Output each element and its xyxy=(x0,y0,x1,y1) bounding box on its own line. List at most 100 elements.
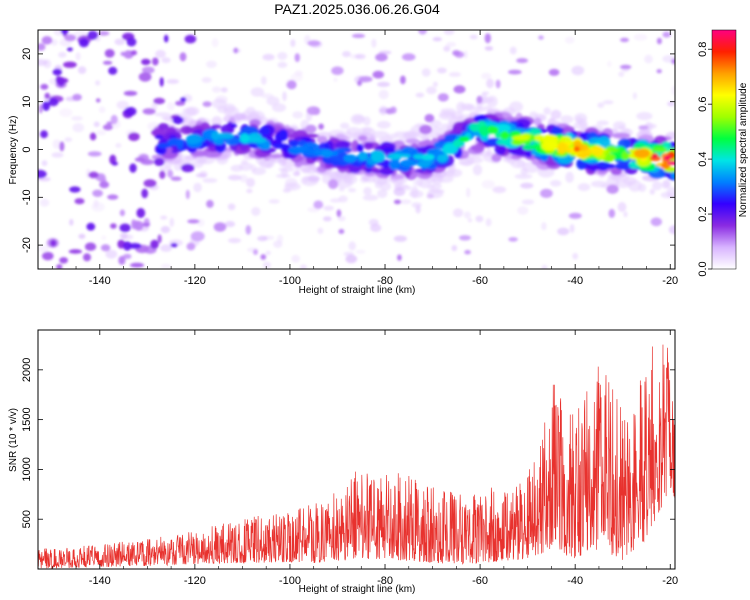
spectrogram-cell xyxy=(469,34,478,40)
spectrogram-cell xyxy=(220,124,235,135)
spectrogram-cell xyxy=(38,245,50,253)
spectrogram-cell xyxy=(512,135,529,141)
spectrogram-cell xyxy=(52,68,62,76)
spectrogram-cell xyxy=(510,159,526,169)
spectrogram-cell xyxy=(160,226,171,234)
spectrogram-cell xyxy=(419,124,432,135)
spectrogram-cell xyxy=(169,217,174,227)
spectrogram-cell xyxy=(618,71,625,77)
spectrogram-cell xyxy=(565,171,574,183)
spectrogram-cell xyxy=(56,264,63,269)
spectrogram-cell xyxy=(74,198,85,205)
spectrogram-cell xyxy=(621,151,630,161)
spectrogram-cell xyxy=(260,254,267,260)
spectrogram-x-tick-label: -100 xyxy=(279,275,301,287)
spectrogram-cell xyxy=(399,153,411,158)
spectrogram-cell xyxy=(262,261,271,269)
spectrogram-cell xyxy=(623,211,628,218)
spectrogram-x-label: Height of straight line (km) xyxy=(299,285,416,296)
spectrogram-cell xyxy=(394,131,409,136)
spectrogram-cell xyxy=(340,122,350,129)
spectrogram-cell xyxy=(533,117,542,127)
spectrogram-cell xyxy=(430,189,445,194)
spectrogram-cell xyxy=(362,194,379,201)
spectrogram-x-tick-label: -140 xyxy=(89,275,111,287)
spectrogram-cell xyxy=(227,203,236,211)
spectrogram-cell xyxy=(660,191,674,199)
snr-x-tick-label: -60 xyxy=(472,575,488,587)
spectrogram-cell xyxy=(371,150,386,163)
spectrogram-cell xyxy=(212,86,221,93)
spectrogram-cell xyxy=(185,189,190,200)
spectrogram-cell xyxy=(185,106,200,116)
spectrogram-cell xyxy=(246,177,255,188)
spectrogram-cell xyxy=(282,91,287,102)
spectrogram-cell xyxy=(456,101,466,113)
spectrogram-x-tick-label: -80 xyxy=(377,275,393,287)
spectrogram-cell xyxy=(432,126,442,135)
spectrogram-cell xyxy=(84,242,97,251)
spectrogram-cell xyxy=(451,245,458,252)
spectrogram-x-tick-label: -60 xyxy=(472,275,488,287)
spectrogram-cell xyxy=(48,98,59,107)
spectrogram-cell xyxy=(294,53,300,63)
spectrogram-cell xyxy=(564,36,575,44)
snr-x-tick-label: -120 xyxy=(184,575,206,587)
spectrogram-cell xyxy=(114,38,125,46)
spectrogram-cell xyxy=(211,116,223,128)
spectrogram-cell xyxy=(485,218,492,227)
spectrogram-cell xyxy=(38,169,47,179)
spectrogram-cell xyxy=(363,187,372,196)
spectrogram-cell xyxy=(421,68,431,77)
spectrogram-cell xyxy=(167,169,174,178)
spectrogram-cell xyxy=(538,35,544,40)
spectrogram-cell xyxy=(224,221,236,228)
spectrogram-cell xyxy=(487,126,499,134)
spectrogram-cell xyxy=(141,188,149,199)
spectrogram-cell xyxy=(448,72,461,77)
colorbar-tick-label: 0.4 xyxy=(697,151,709,166)
spectrogram-cell xyxy=(271,103,287,112)
spectrogram-cell xyxy=(150,239,159,249)
spectrogram-cell xyxy=(119,232,128,240)
spectrogram-cell xyxy=(615,179,632,189)
spectrogram-cell xyxy=(371,38,377,48)
spectrogram-cell xyxy=(470,144,485,151)
spectrogram-cell xyxy=(348,188,357,193)
spectrogram-cell xyxy=(464,250,471,255)
spectrogram-cell xyxy=(265,162,273,169)
spectrogram-cell xyxy=(320,149,333,158)
spectrogram-cell xyxy=(289,140,299,147)
spectrogram-cell xyxy=(494,132,503,139)
snr-x-tick-label: -80 xyxy=(377,575,393,587)
colorbar: 0.0 0.2 0.4 0.6 0.8 Normalized spectral ampl… xyxy=(697,29,749,277)
spectrogram-cell xyxy=(60,30,69,34)
spectrogram-cell xyxy=(351,33,366,39)
spectrogram-cell xyxy=(262,53,275,61)
spectrogram-cell xyxy=(467,218,473,223)
spectrogram-cell xyxy=(336,209,342,218)
spectrogram-cell xyxy=(437,93,449,102)
spectrogram-cell xyxy=(508,237,518,242)
spectrogram-cell xyxy=(362,126,373,134)
spectrogram-cell xyxy=(160,263,172,269)
spectrogram-cell xyxy=(429,119,442,128)
spectrogram-cell xyxy=(138,72,152,82)
spectrogram-cell xyxy=(123,90,138,96)
spectrogram-cell xyxy=(619,64,632,70)
spectrogram-cell xyxy=(452,208,464,218)
spectrogram-cell xyxy=(141,58,151,66)
spectrogram-cell xyxy=(161,57,171,64)
spectrogram-cell xyxy=(378,89,389,100)
spectrogram-cell xyxy=(569,224,575,233)
spectrogram-cell xyxy=(51,39,58,46)
spectrogram-cell xyxy=(87,151,102,157)
spectrogram-cell xyxy=(269,153,284,159)
spectrogram-cell xyxy=(206,60,217,68)
spectrogram-cell xyxy=(385,108,394,115)
spectrogram-cell xyxy=(372,130,389,139)
spectrogram-cell xyxy=(393,199,402,205)
spectrogram-cell xyxy=(466,187,471,198)
spectrogram-cell xyxy=(440,108,456,114)
spectrogram-cell xyxy=(509,46,517,55)
